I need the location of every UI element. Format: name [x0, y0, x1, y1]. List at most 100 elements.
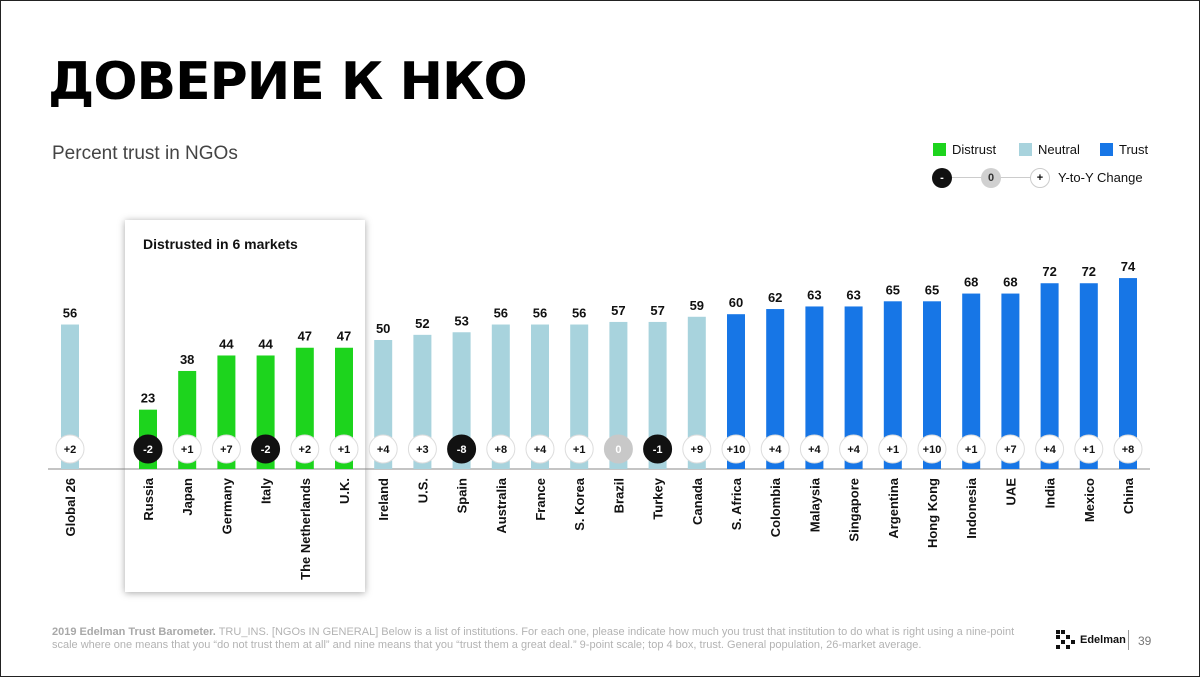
- yoy-change-label: +7: [220, 444, 233, 456]
- category-label: France: [533, 478, 548, 521]
- yoy-change-label: +10: [727, 444, 746, 456]
- yoy-change-circle: [956, 434, 986, 464]
- category-label: The Netherlands: [298, 478, 313, 580]
- category-label: Hong Kong: [925, 478, 940, 548]
- yoy-change-circle: [564, 434, 594, 464]
- yoy-change-circle: [839, 434, 869, 464]
- yoy-change-label: +2: [64, 444, 77, 456]
- category-label: U.K.: [337, 478, 352, 504]
- category-label: U.S.: [415, 478, 430, 503]
- bar-argentina: [883, 301, 902, 469]
- category-label: Ireland: [376, 478, 391, 521]
- category-label: Turkey: [651, 477, 666, 519]
- bar-france: [531, 324, 549, 469]
- yoy-change-label: +7: [1004, 444, 1017, 456]
- bar-value-label: 65: [886, 282, 900, 297]
- legend-trust-swatch: [1100, 143, 1113, 156]
- yoy-change-label: +1: [573, 444, 586, 456]
- bar-value-label: 56: [572, 306, 586, 321]
- bar-value-label: 57: [611, 303, 625, 318]
- yoy-change-label: +1: [887, 444, 900, 456]
- yoy-change-label: +1: [965, 444, 978, 456]
- bar-value-label: 38: [180, 352, 194, 367]
- yoy-change-label: +1: [338, 444, 351, 456]
- yoy-change-circle: [603, 434, 633, 464]
- yoy-change-circle: [878, 434, 908, 464]
- bar-value-label: 56: [533, 306, 547, 321]
- page-number: 39: [1138, 634, 1152, 648]
- slide-title: ДОВЕРИЕ К НКО: [48, 52, 528, 112]
- yoy-change-label: +10: [923, 444, 942, 456]
- category-label: Colombia: [768, 477, 783, 537]
- bar-mexico: [1079, 283, 1098, 469]
- bar-value-label: 60: [729, 295, 743, 310]
- distrust-highlight-label: Distrusted in 6 markets: [143, 236, 298, 252]
- yoy-change-circle: [290, 434, 320, 464]
- bar-value-label: 57: [650, 303, 664, 318]
- legend-neutral-label: Neutral: [1038, 142, 1080, 157]
- category-label: Japan: [180, 478, 195, 516]
- footer-separator: [1128, 630, 1129, 650]
- yoy-change-label: +1: [181, 444, 194, 456]
- yoy-legend-plus: +: [1030, 168, 1050, 188]
- category-label: S. Korea: [572, 477, 587, 531]
- yoy-change-circle: [525, 434, 555, 464]
- bar-value-label: 63: [846, 287, 860, 302]
- edelman-logo: Edelman: [1056, 630, 1126, 650]
- bar-uae: [1001, 293, 1020, 469]
- distrust-highlight-box: [125, 220, 365, 592]
- legend-distrust-swatch: [933, 143, 946, 156]
- yoy-change-label: +4: [377, 444, 390, 456]
- yoy-change-circle: [55, 434, 85, 464]
- yoy-change-circle: [329, 434, 359, 464]
- legend-neutral: Neutral: [1019, 142, 1080, 157]
- bar-value-label: 50: [376, 321, 390, 336]
- yoy-change-circle: [799, 434, 829, 464]
- yoy-change-label: +4: [1043, 444, 1056, 456]
- yoy-legend-minus: -: [932, 168, 952, 188]
- bar-value-label: 44: [219, 336, 234, 351]
- bar-canada: [687, 316, 706, 469]
- bar-value-label: 53: [454, 313, 468, 328]
- bar-india: [1040, 283, 1059, 469]
- yoy-change-label: +4: [808, 444, 821, 456]
- yoy-change-label: +8: [1122, 444, 1135, 456]
- edelman-mark-icon: [1056, 630, 1075, 649]
- bar-value-label: 72: [1042, 264, 1056, 279]
- bar-value-label: 52: [415, 316, 429, 331]
- category-label: Malaysia: [807, 477, 822, 532]
- brand-name: Edelman: [1080, 634, 1126, 646]
- yoy-change-circle: [447, 434, 477, 464]
- yoy-change-circle: [917, 434, 947, 464]
- category-label: Global 26: [63, 478, 78, 537]
- yoy-legend-zero: 0: [981, 168, 1001, 188]
- category-label: Singapore: [847, 478, 862, 542]
- yoy-change-circle: [995, 434, 1025, 464]
- bar-spain: [452, 332, 471, 469]
- bar-value-label: 65: [925, 282, 939, 297]
- bar-value-label: 59: [690, 298, 704, 313]
- category-label: Argentina: [886, 477, 901, 538]
- legend-trust-label: Trust: [1119, 142, 1149, 157]
- yoy-change-label: +2: [299, 444, 312, 456]
- category-label: Australia: [494, 477, 509, 533]
- bar-indonesia: [962, 293, 981, 469]
- bar-brazil: [609, 321, 628, 469]
- bar-turkey: [648, 321, 667, 469]
- yoy-change-label: +4: [534, 444, 547, 456]
- category-label: Indonesia: [964, 477, 979, 538]
- yoy-change-label: +3: [416, 444, 429, 456]
- bar-singapore: [844, 306, 863, 469]
- yoy-change-label: +4: [769, 444, 782, 456]
- yoy-change-circle: [486, 434, 516, 464]
- yoy-change-label: -1: [653, 444, 663, 456]
- bar-malaysia: [805, 306, 824, 469]
- category-label: Italy: [259, 477, 274, 504]
- legend-distrust-label: Distrust: [952, 142, 997, 157]
- bar-hong-kong: [923, 301, 941, 469]
- category-label: Canada: [690, 477, 705, 525]
- yoy-change-circle: [211, 434, 241, 464]
- yoy-change-label: -8: [457, 444, 467, 456]
- bar-global-26: [61, 324, 79, 469]
